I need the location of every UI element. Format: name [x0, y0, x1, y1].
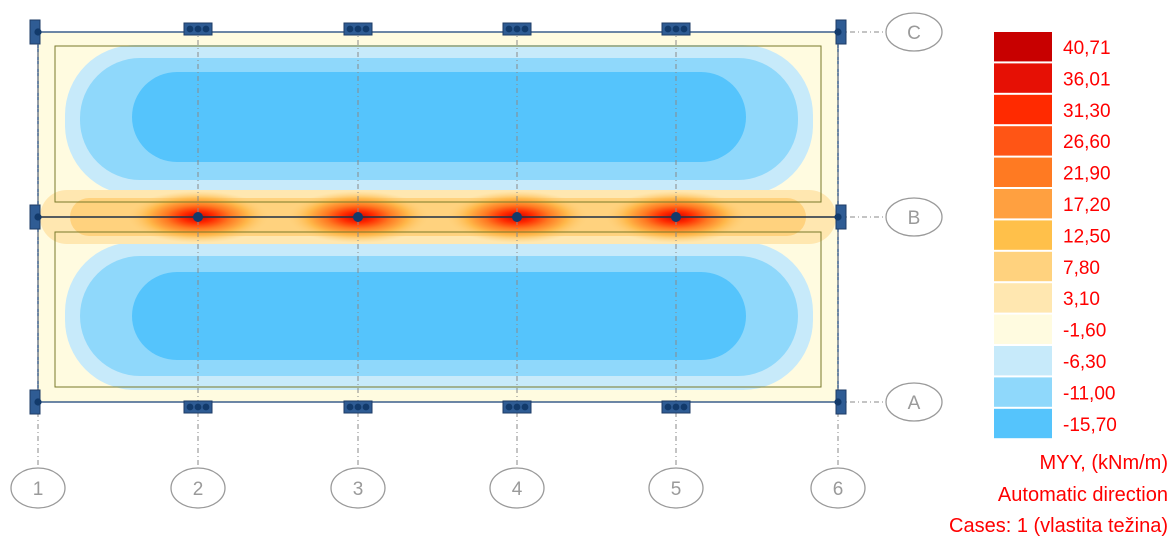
column-node-3: [353, 212, 363, 222]
legend-value-7: 7,80: [1063, 258, 1100, 279]
legend-value-6: 12,50: [1063, 226, 1111, 247]
legend-value-12: -15,70: [1063, 415, 1117, 436]
top-support-4: [502, 22, 532, 36]
axis-bubble-B[interactable]: B: [885, 197, 943, 237]
axis-bubble-6[interactable]: 6: [810, 467, 866, 509]
right-support-2: [834, 389, 847, 415]
bottom-support-4: [502, 400, 532, 414]
column-node-5: [671, 212, 681, 222]
legend-value-8: 3,10: [1063, 289, 1100, 310]
legend-swatch-1: [994, 63, 1052, 93]
axis-bubble-C[interactable]: C: [885, 12, 943, 52]
legend-swatch-12: [994, 408, 1052, 439]
right-support-0: [834, 19, 847, 45]
legend-swatch-2: [994, 94, 1052, 125]
bottom-support-2: [183, 400, 213, 414]
legend-value-0: 40,71: [1063, 38, 1111, 59]
legend-swatch-6: [994, 220, 1052, 250]
legend-value-10: -6,30: [1063, 352, 1106, 373]
legend-swatch-7: [994, 251, 1052, 282]
legend-value-4: 21,90: [1063, 164, 1111, 185]
legend-value-1: 36,01: [1063, 69, 1111, 90]
axis-bubble-4[interactable]: 4: [489, 467, 545, 509]
legend-value-11: -11,00: [1063, 383, 1115, 404]
axis-label-A: A: [908, 393, 921, 414]
axis-bubbles: 1 2 3 4 5 6 C B A: [10, 12, 943, 509]
axis-label-3: 3: [353, 479, 364, 500]
left-support-2: [29, 389, 42, 415]
right-support-1: [834, 204, 847, 230]
legend-swatch-8: [994, 283, 1052, 313]
legend-swatch-4: [994, 157, 1052, 187]
legend-swatch-10: [994, 346, 1052, 376]
axis-label-6: 6: [833, 479, 844, 500]
direction-label: Automatic direction: [997, 484, 1168, 506]
legend-swatch-11: [994, 377, 1052, 407]
axis-bubble-3[interactable]: 3: [330, 467, 386, 509]
top-support-2: [183, 22, 213, 36]
legend-value-9: -1,60: [1063, 321, 1106, 342]
bottom-support-3: [343, 400, 373, 414]
axis-label-5: 5: [671, 479, 682, 500]
legend-swatch-0: [994, 32, 1052, 62]
axis-bubble-1[interactable]: 1: [10, 467, 66, 509]
column-node-4: [512, 212, 522, 222]
axis-label-2: 2: [193, 479, 204, 500]
axis-label-C: C: [907, 23, 921, 44]
axis-label-4: 4: [512, 479, 523, 500]
axis-bubble-5[interactable]: 5: [648, 467, 704, 509]
support-symbols: [29, 19, 847, 415]
column-node-2: [193, 212, 203, 222]
legend-swatch-5: [994, 189, 1052, 219]
legend-swatch-3: [994, 126, 1052, 156]
color-legend: 40,71 36,01 31,30 26,60 21,90 17,20 12,50 7,80 3…: [994, 32, 1117, 439]
legend-value-3: 26,60: [1063, 132, 1111, 153]
legend-swatch-9: [994, 314, 1052, 344]
top-support-5: [661, 22, 691, 36]
cases-label: Cases: 1 (vlastita težina): [949, 515, 1168, 537]
left-support-0: [29, 19, 42, 45]
top-support-3: [343, 22, 373, 36]
quantity-label: MYY, (kNm/m): [1039, 452, 1168, 474]
bottom-support-5: [661, 400, 691, 414]
left-support-1: [29, 204, 42, 230]
legend-value-2: 31,30: [1063, 101, 1111, 122]
axis-label-B: B: [908, 208, 921, 229]
legend-value-5: 17,20: [1063, 195, 1111, 216]
axis-label-1: 1: [33, 479, 44, 500]
axis-bubble-A[interactable]: A: [885, 382, 943, 422]
axis-bubble-2[interactable]: 2: [170, 467, 226, 509]
slab-contour-map: [37, 31, 839, 403]
